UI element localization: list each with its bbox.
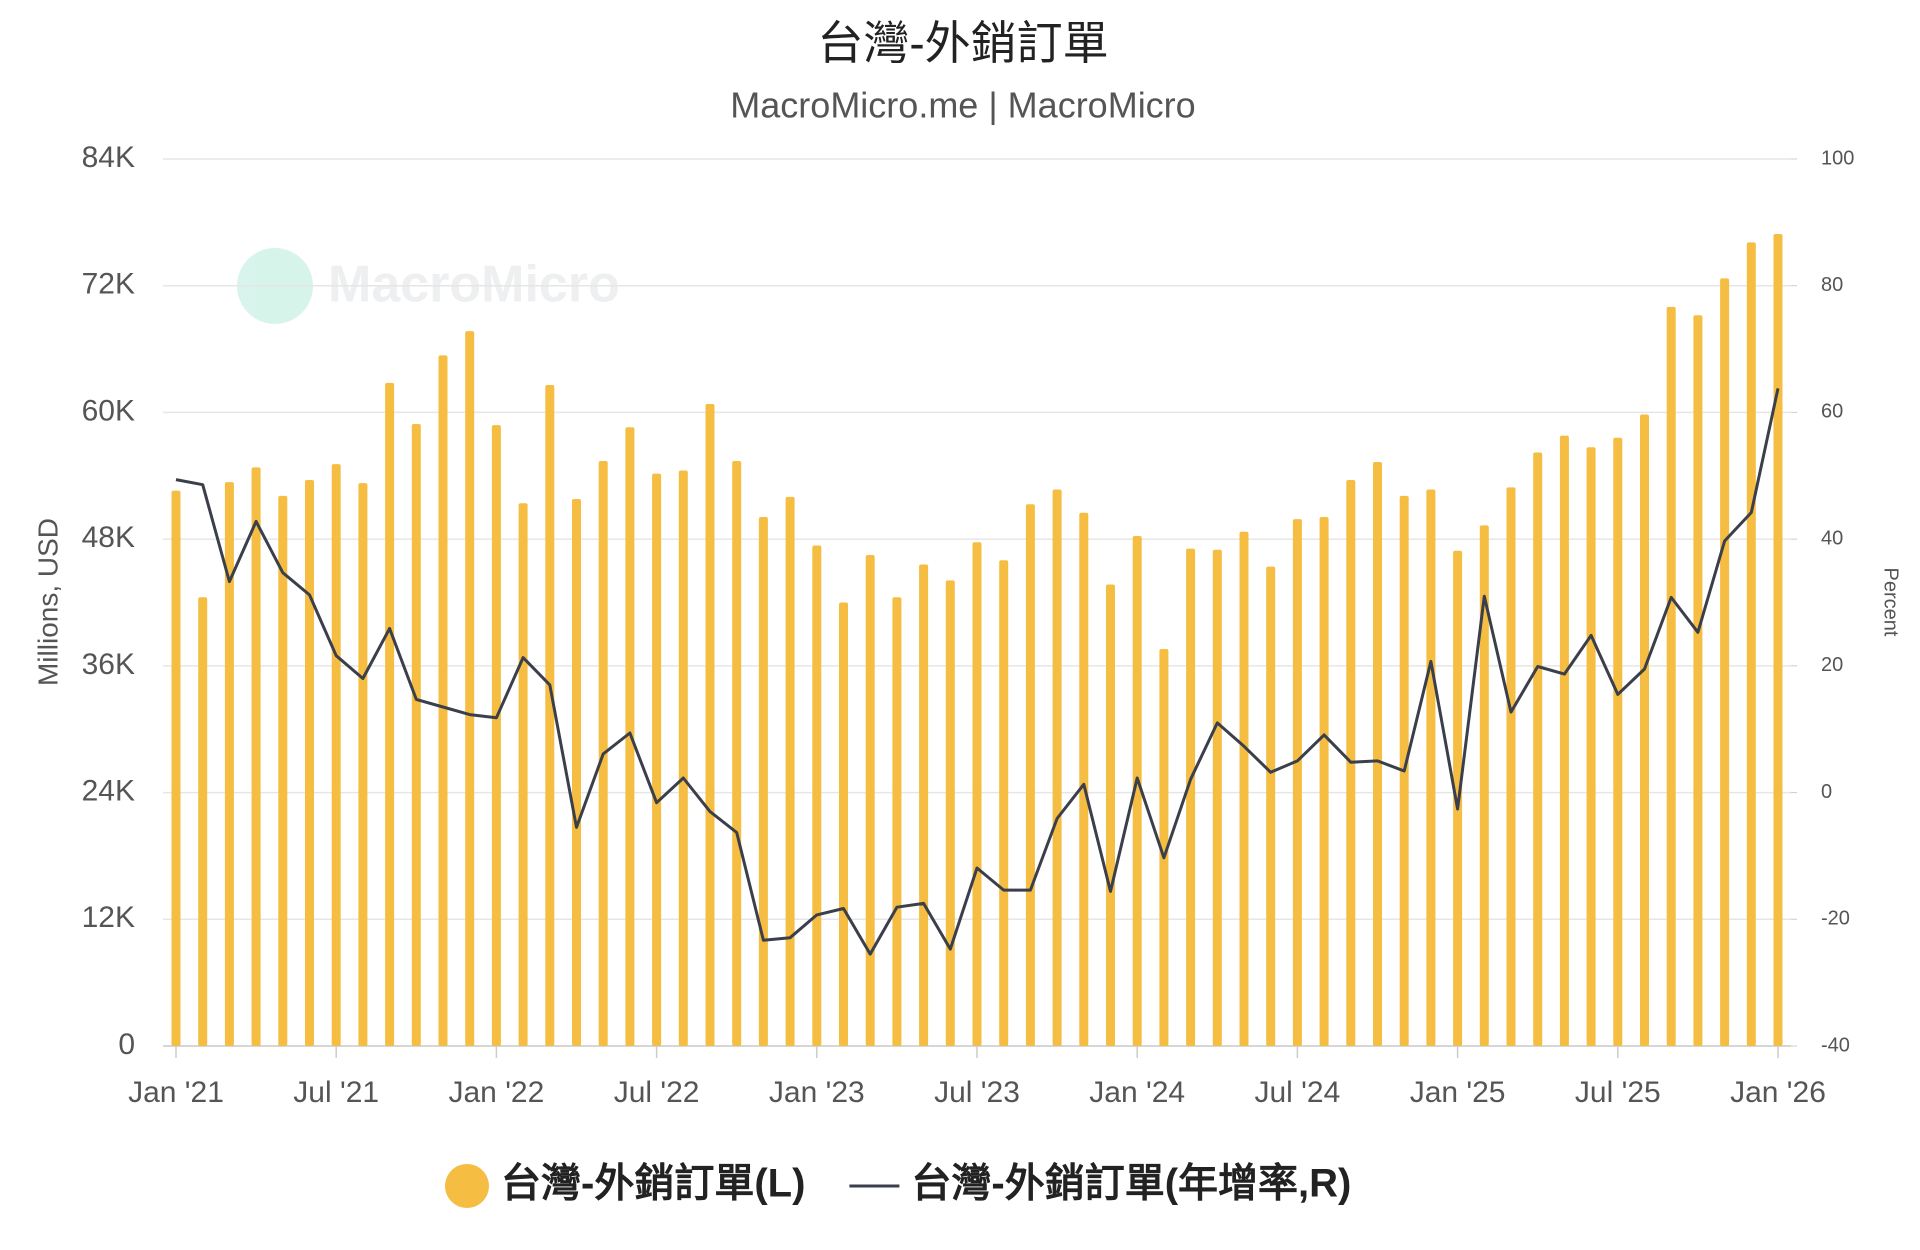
bar — [1106, 584, 1115, 1046]
bar — [1533, 452, 1543, 1046]
y2-tick-label: -40 — [1821, 1034, 1850, 1056]
bar — [1586, 447, 1596, 1046]
y2-tick-label: 40 — [1821, 527, 1843, 549]
bar — [385, 382, 395, 1046]
y2-tick-label: 20 — [1821, 654, 1843, 676]
bar — [411, 424, 421, 1046]
bar — [785, 496, 795, 1046]
bar — [839, 602, 848, 1046]
bar — [572, 499, 581, 1046]
bar — [705, 403, 715, 1046]
y2-tick-label: 80 — [1821, 274, 1843, 296]
bar — [358, 483, 368, 1046]
x-tick-label: Jan '22 — [448, 1076, 544, 1109]
bar — [1693, 315, 1703, 1046]
bar — [1212, 549, 1222, 1046]
bar — [1319, 516, 1329, 1046]
bar — [945, 580, 955, 1046]
chart-subtitle: MacroMicro.me | MacroMicro — [730, 85, 1195, 126]
bar — [278, 495, 288, 1046]
bar — [1666, 306, 1676, 1046]
y-tick-label: 0 — [118, 1028, 135, 1061]
x-tick-label: Jul '22 — [614, 1076, 700, 1109]
y-axis-title: Millions, USD — [32, 518, 63, 686]
line — [175, 388, 1780, 956]
bar — [331, 464, 341, 1046]
x-tick-label: Jul '24 — [1255, 1076, 1341, 1109]
y-tick-label: 72K — [82, 268, 135, 301]
bar — [518, 503, 528, 1046]
bar — [1373, 462, 1382, 1046]
watermark: MacroMicro — [237, 248, 620, 324]
x-tick-label: Jan '26 — [1730, 1076, 1826, 1109]
bar — [1559, 435, 1569, 1046]
bar — [1506, 487, 1516, 1046]
bar — [491, 425, 501, 1047]
bar — [1132, 535, 1142, 1046]
bar — [1640, 414, 1649, 1046]
bar — [1266, 566, 1276, 1046]
y2-axis-title: Percent — [1880, 568, 1902, 637]
bar — [1773, 233, 1783, 1046]
watermark-text: MacroMicro — [328, 256, 620, 314]
bar — [972, 542, 982, 1046]
bar — [1159, 648, 1169, 1046]
x-tick-label: Jan '24 — [1089, 1076, 1185, 1109]
bar — [198, 597, 208, 1046]
bar — [1239, 531, 1249, 1046]
bar — [812, 545, 822, 1046]
bar — [732, 461, 742, 1046]
legend-label: 台灣-外銷訂單(L) — [501, 1162, 805, 1206]
x-tick-label: Jul '23 — [934, 1076, 1020, 1109]
bar — [1052, 489, 1062, 1047]
bar — [1292, 519, 1302, 1046]
bar — [919, 564, 929, 1046]
y2-tick-label: 60 — [1821, 401, 1843, 423]
bar — [1720, 278, 1730, 1046]
chart-title: 台灣-外銷訂單 — [817, 17, 1108, 69]
bar — [1426, 489, 1436, 1047]
bar — [1746, 242, 1756, 1047]
y-tick-label: 24K — [82, 774, 135, 807]
bar — [465, 331, 475, 1046]
bar — [1079, 512, 1089, 1046]
bar — [1186, 548, 1196, 1046]
y2-tick-label: 0 — [1821, 781, 1832, 803]
bar — [1613, 437, 1623, 1046]
bar — [678, 470, 688, 1046]
bar — [999, 560, 1009, 1046]
bar — [438, 355, 448, 1047]
bar — [305, 480, 314, 1046]
bar — [892, 597, 902, 1046]
bar — [224, 482, 234, 1046]
y-tick-label: 60K — [82, 394, 135, 427]
bar — [171, 490, 181, 1046]
y-tick-label: 36K — [82, 648, 135, 681]
y2-tick-label: -20 — [1821, 908, 1850, 930]
y-tick-label: 48K — [82, 521, 135, 554]
x-tick-label: Jan '23 — [769, 1076, 865, 1109]
legend-label: 台灣-外銷訂單(年增率,R) — [911, 1162, 1351, 1206]
bar — [1025, 504, 1035, 1047]
bar — [251, 467, 261, 1046]
bar — [652, 473, 662, 1046]
legend-swatch — [445, 1164, 489, 1208]
y2-tick-label: 100 — [1821, 147, 1854, 169]
x-tick-label: Jan '25 — [1410, 1076, 1506, 1109]
bar — [1479, 525, 1489, 1046]
x-tick-label: Jul '21 — [293, 1076, 379, 1109]
y-tick-label: 12K — [82, 901, 135, 934]
x-tick-label: Jan '21 — [128, 1076, 224, 1109]
y-tick-label: 84K — [82, 141, 135, 174]
x-tick-label: Jul '25 — [1575, 1076, 1661, 1109]
bar — [545, 384, 555, 1046]
bar — [865, 554, 875, 1046]
bar — [758, 516, 768, 1046]
